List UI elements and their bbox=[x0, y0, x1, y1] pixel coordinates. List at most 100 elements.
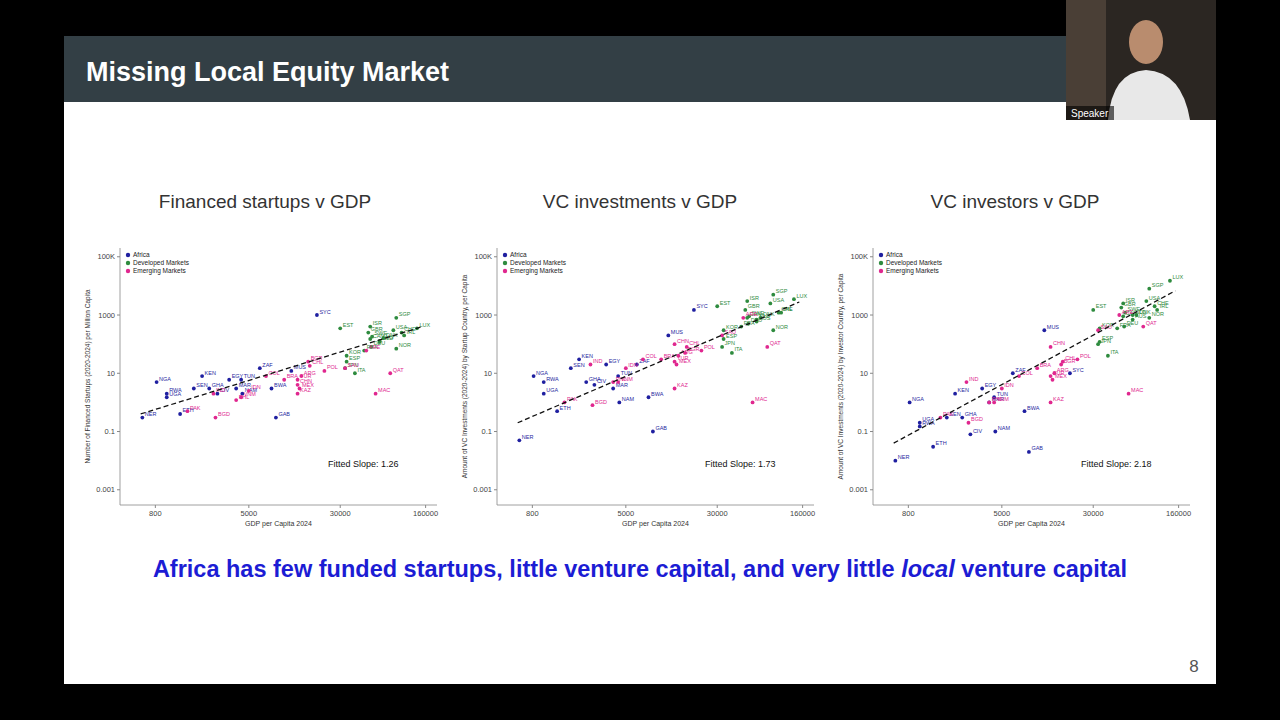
data-point bbox=[771, 328, 775, 332]
data-point bbox=[651, 430, 655, 434]
data-point bbox=[270, 387, 274, 391]
point-label: BGR bbox=[1064, 358, 1076, 364]
data-point bbox=[1051, 378, 1055, 382]
data-point bbox=[323, 369, 327, 373]
y-tick bbox=[117, 489, 120, 490]
plot-area: NGAKENSENUGARWAETHNERGHACIVMARTUNEGYZAFN… bbox=[140, 309, 430, 420]
takeaway: Africa has few funded startups, little v… bbox=[153, 556, 1127, 582]
point-label: BGD bbox=[971, 416, 983, 422]
point-label: CHN bbox=[677, 338, 689, 344]
legend-swatch bbox=[126, 269, 130, 273]
point-label: SYC bbox=[1072, 367, 1083, 373]
data-point bbox=[584, 380, 588, 384]
point-label: ESP bbox=[349, 355, 360, 361]
point-label: GAB bbox=[278, 411, 290, 417]
data-point bbox=[715, 304, 719, 308]
data-point bbox=[274, 416, 278, 420]
point-label: CIV bbox=[597, 378, 607, 384]
y-tick bbox=[494, 315, 497, 316]
point-label: ETH bbox=[936, 440, 947, 446]
point-label: SAU bbox=[348, 362, 359, 368]
data-point bbox=[1049, 345, 1053, 349]
y-tick bbox=[117, 315, 120, 316]
point-label: MAC bbox=[755, 396, 767, 402]
point-label: IND bbox=[969, 376, 979, 382]
point-label: SYC bbox=[319, 309, 330, 315]
data-point bbox=[200, 374, 204, 378]
y-tick-label: 0.001 bbox=[473, 485, 492, 494]
x-tick-label: 5000 bbox=[617, 509, 634, 518]
y-tick-label: 0.1 bbox=[105, 427, 115, 436]
annotation: Fitted Slope: 2.18 bbox=[1081, 459, 1152, 469]
data-point bbox=[908, 400, 912, 404]
data-point bbox=[343, 366, 347, 370]
data-point bbox=[1023, 409, 1027, 413]
point-label: NER bbox=[145, 411, 157, 417]
speaker-video: Speaker bbox=[1066, 0, 1216, 120]
x-tick bbox=[908, 505, 909, 508]
data-point bbox=[192, 387, 196, 391]
data-point bbox=[1106, 354, 1110, 358]
point-label: RWA bbox=[169, 387, 182, 393]
data-point bbox=[1121, 302, 1125, 306]
point-label: NER bbox=[522, 434, 534, 440]
point-label: NOR bbox=[776, 324, 788, 330]
data-point bbox=[589, 363, 593, 367]
data-point bbox=[338, 326, 342, 330]
data-point bbox=[1131, 318, 1135, 322]
video-frame bbox=[1066, 0, 1216, 120]
data-point bbox=[227, 378, 231, 382]
chart-panel: VC investors v GDP8005000300001600000.00… bbox=[837, 191, 1191, 528]
point-label: EGY bbox=[232, 373, 244, 379]
slide-body bbox=[64, 102, 1216, 684]
point-label: EGY bbox=[985, 382, 997, 388]
point-label: JPN bbox=[348, 362, 358, 368]
data-point bbox=[771, 293, 775, 297]
y-tick bbox=[117, 373, 120, 374]
point-label: POL bbox=[1080, 353, 1091, 359]
point-label: ARE bbox=[369, 344, 381, 350]
point-label: CIV bbox=[973, 428, 983, 434]
point-label: EST bbox=[720, 300, 731, 306]
x-tick-label: 5000 bbox=[240, 509, 257, 518]
y-tick-label: 1000 bbox=[475, 311, 492, 320]
data-point bbox=[402, 333, 406, 337]
data-point bbox=[624, 366, 628, 370]
x-tick bbox=[1093, 505, 1094, 508]
y-tick-label: 0.1 bbox=[482, 427, 492, 436]
data-point bbox=[960, 416, 964, 420]
point-label: IND bbox=[593, 358, 603, 364]
x-tick-label: 160000 bbox=[413, 509, 438, 518]
y-tick-label: 100K bbox=[97, 252, 115, 261]
point-label: LUX bbox=[419, 322, 430, 328]
y-axis-line bbox=[120, 248, 121, 505]
y-tick-label: 10 bbox=[107, 369, 115, 378]
chart-panel: VC investments v GDP8005000300001600000.… bbox=[461, 191, 815, 528]
point-label: ZAF bbox=[262, 362, 273, 368]
legend-label: Developed Markets bbox=[510, 259, 567, 267]
point-label: MUS bbox=[671, 329, 684, 335]
data-point bbox=[1147, 287, 1151, 291]
point-label: KOR bbox=[349, 349, 361, 355]
point-label: COL bbox=[645, 353, 656, 359]
legend-label: Developed Markets bbox=[133, 259, 190, 267]
y-tick-label: 10 bbox=[484, 369, 492, 378]
x-tick-label: 160000 bbox=[790, 509, 815, 518]
y-tick bbox=[117, 431, 120, 432]
data-point bbox=[700, 349, 704, 353]
data-point bbox=[1076, 357, 1080, 361]
y-axis-label: Number of Financed Startups (2020-2024) … bbox=[84, 289, 92, 464]
y-tick-label: 1000 bbox=[98, 311, 115, 320]
data-point bbox=[542, 392, 546, 396]
x-axis-label: GDP per Capita 2024 bbox=[998, 520, 1065, 528]
data-point bbox=[666, 333, 670, 337]
data-point bbox=[1011, 371, 1015, 375]
data-point bbox=[234, 398, 238, 402]
legend-swatch bbox=[879, 269, 883, 273]
point-label: SGP bbox=[776, 288, 788, 294]
point-label: ITA bbox=[357, 367, 365, 373]
point-label: ARE bbox=[746, 311, 758, 317]
data-point bbox=[647, 395, 651, 399]
takeaway-emphasis: local bbox=[901, 556, 955, 582]
point-label: SYC bbox=[696, 303, 707, 309]
